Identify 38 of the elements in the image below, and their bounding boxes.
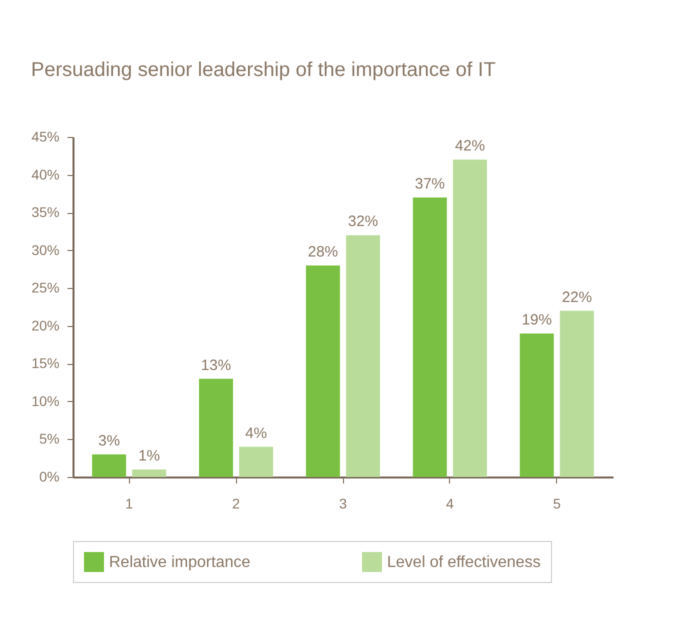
data-label: 28% (308, 243, 338, 260)
y-tick-label: 10% (31, 392, 60, 409)
y-tick-label: 40% (31, 166, 60, 182)
data-label: 1% (138, 447, 160, 464)
y-tick-label: 15% (31, 355, 60, 372)
data-label: 3% (98, 432, 120, 450)
data-label: 13% (201, 356, 232, 374)
bar (199, 378, 234, 477)
x-tick-label: 1 (125, 496, 134, 512)
bar (560, 310, 594, 477)
bar (452, 160, 487, 477)
bar (306, 265, 340, 477)
y-tick-label: 30% (31, 242, 60, 258)
y-tick-label: 35% (31, 204, 60, 220)
x-tick-label: 2 (232, 496, 240, 512)
y-tick-label: 0% (39, 468, 60, 484)
chart-title: Persuading senior leadership of the importance of IT (30, 59, 496, 81)
x-tick-label: 3 (339, 496, 348, 512)
y-tick-label: 20% (31, 317, 60, 334)
data-label: 22% (562, 288, 592, 306)
x-tick-label: 4 (446, 496, 454, 512)
data-label: 42% (454, 138, 485, 155)
y-tick-label: 25% (31, 280, 60, 296)
y-tick-label: 45% (31, 128, 60, 144)
x-tick-label: 5 (552, 496, 561, 512)
bar (239, 446, 274, 477)
legend-label: Level of effectiveness (387, 554, 541, 571)
bar (132, 469, 166, 477)
bar (412, 197, 447, 477)
bar (92, 454, 126, 477)
data-label: 37% (414, 175, 445, 192)
data-label: 32% (348, 213, 378, 230)
data-label: 4% (245, 424, 267, 442)
data-label: 19% (522, 311, 552, 328)
bar (520, 333, 554, 477)
y-tick-label: 5% (39, 430, 60, 447)
bar (346, 235, 380, 477)
legend-label: Relative importance (109, 554, 250, 571)
